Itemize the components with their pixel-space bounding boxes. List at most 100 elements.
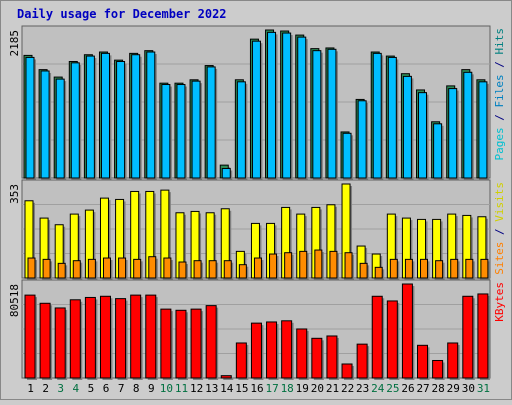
bar-files [342, 132, 352, 179]
bar-kbytes [84, 296, 96, 379]
bar-files [131, 54, 141, 179]
bar-sites [253, 257, 262, 279]
bar-files [433, 123, 443, 179]
bar-sites [27, 257, 36, 279]
legend-hits-label: Hits [493, 28, 506, 55]
bar-sites [359, 262, 368, 279]
bar-files [297, 36, 307, 179]
x-tick-label: 1 [27, 382, 34, 395]
bar-kbytes [235, 342, 247, 379]
panel-kbytes: 80518 KBytes [8, 279, 506, 380]
bar-files [251, 40, 261, 179]
bar-kbytes [296, 328, 308, 379]
x-tick-label: 7 [118, 382, 125, 395]
legend--label: / [493, 55, 506, 75]
bar-sites [163, 257, 172, 279]
x-tick-label: 6 [103, 382, 110, 395]
bar-kbytes [175, 309, 187, 379]
series-legend-label: Pages / Files / Hits [493, 28, 506, 161]
bar-kbytes [447, 342, 459, 379]
y-axis-max-label: 353 [8, 184, 21, 204]
x-tick-label: 13 [205, 382, 218, 395]
x-tick-label: 8 [133, 382, 140, 395]
bar-files [221, 168, 231, 179]
bar-files [146, 51, 156, 179]
bar-kbytes [220, 375, 232, 379]
bar-kbytes [115, 298, 127, 379]
bar-kbytes [311, 337, 323, 379]
series-legend-label: Sites / Visits [493, 182, 506, 275]
bar-sites [389, 258, 398, 279]
bar-files [267, 31, 277, 179]
bar-kbytes [326, 335, 338, 379]
x-tick-label: 29 [447, 382, 460, 395]
bar-files [116, 60, 126, 179]
bar-kbytes [477, 293, 489, 379]
bar-files [236, 81, 246, 179]
bar-kbytes [145, 294, 157, 379]
x-tick-label: 25 [386, 382, 399, 395]
bar-kbytes [190, 308, 202, 379]
bar-sites [404, 258, 413, 279]
x-tick-label: 11 [175, 382, 188, 395]
chart-title: Daily usage for December 2022 [17, 7, 227, 21]
bar-files [85, 55, 95, 179]
bar-sites [133, 258, 142, 279]
bar-kbytes [160, 308, 172, 379]
bar-files [191, 80, 201, 179]
x-tick-label: 18 [281, 382, 294, 395]
legend-files-label: Files [493, 74, 506, 107]
bar-kbytes [99, 295, 111, 379]
bar-sites [269, 253, 278, 279]
bar-files [402, 75, 412, 179]
bar-kbytes [24, 294, 36, 379]
bar-sites [480, 258, 489, 279]
x-tick-label: 30 [462, 382, 475, 395]
x-tick-label: 27 [416, 382, 429, 395]
bar-files [100, 52, 110, 179]
bar-sites [435, 260, 444, 279]
x-tick-label: 20 [311, 382, 324, 395]
bar-sites [57, 262, 66, 279]
bar-files [55, 78, 65, 179]
bar-sites [72, 260, 81, 279]
legend-kbytes-label: KBytes [493, 282, 506, 322]
bar-files [206, 66, 216, 179]
legend-visits-label: Visits [493, 182, 506, 222]
x-tick-label: 31 [477, 382, 490, 395]
bar-kbytes-shadow [223, 377, 234, 380]
bar-files [463, 71, 473, 179]
bar-sites [42, 258, 51, 279]
bar-files [176, 84, 186, 179]
bar-kbytes [417, 344, 429, 379]
legend--label: / [493, 108, 506, 128]
x-tick-label: 12 [190, 382, 203, 395]
bar-files [387, 56, 397, 179]
x-tick-label: 14 [220, 382, 234, 395]
bar-sites [178, 261, 187, 279]
bar-sites [420, 258, 429, 279]
bar-sites [329, 250, 338, 279]
bar-kbytes [266, 321, 278, 379]
x-tick-label: 3 [57, 382, 64, 395]
bar-sites [450, 258, 459, 279]
bar-sites [148, 256, 157, 279]
bar-kbytes [281, 320, 293, 379]
x-tick-label: 16 [250, 382, 263, 395]
series-legend-label: KBytes [493, 282, 506, 322]
bar-sites [102, 257, 111, 279]
x-tick-label: 4 [73, 382, 80, 395]
x-tick-label: 9 [148, 382, 155, 395]
bar-kbytes [432, 359, 444, 379]
bar-files [161, 84, 171, 179]
y-axis-max-label: 80518 [8, 284, 21, 317]
bar-kbytes [54, 307, 66, 379]
bar-sites [238, 264, 247, 279]
x-tick-label: 19 [296, 382, 309, 395]
bar-sites [299, 250, 308, 279]
x-tick-label: 28 [432, 382, 445, 395]
legend-sites-label: Sites [493, 242, 506, 275]
bar-files [357, 100, 367, 179]
x-axis-labels: 1 2 3 4 5 6 7 8 9 10 11 12 13 14 15 16 17 18 19 20 21 22 23 24 2… [27, 382, 490, 395]
panel-visits-sites: 353 Sites / Visits [8, 179, 506, 280]
